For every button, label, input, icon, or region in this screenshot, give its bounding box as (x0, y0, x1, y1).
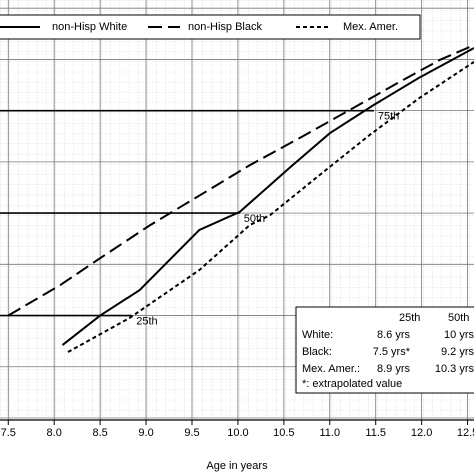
table-cell: White: (302, 329, 333, 341)
x-tick-label: 9.5 (184, 427, 199, 439)
x-axis-label: Age in years (206, 460, 268, 472)
x-tick-label: 8.5 (92, 427, 107, 439)
table-header: 25th (399, 312, 420, 324)
x-tick-label: 7.5 (1, 427, 16, 439)
x-tick-label: 10.0 (227, 427, 248, 439)
x-tick-label: 12.5 (457, 427, 474, 439)
table-box (295, 306, 474, 394)
table-cell: 8.6 yrs (377, 329, 411, 341)
reference-label: 50th (244, 213, 265, 225)
table-cell: 10.3 yrs (435, 363, 474, 375)
x-tick-label: 8.0 (47, 427, 62, 439)
x-tick-label: 10.5 (273, 427, 294, 439)
legend-label: non-Hisp White (52, 21, 127, 33)
legend-label: non-Hisp Black (188, 21, 262, 33)
table-cell: Black: (302, 346, 332, 358)
series-line (67, 61, 474, 353)
table-cell: 8.9 yrs (377, 363, 411, 375)
series-line (61, 47, 474, 346)
legend-label: Mex. Amer. (343, 21, 398, 33)
x-tick-label: 11.0 (319, 427, 340, 439)
table-cell: 10 yrs (444, 329, 474, 341)
table-cell: Mex. Amer.: (302, 363, 360, 375)
reference-label: 75th (378, 111, 399, 123)
table-header: 50th (448, 312, 469, 324)
series-line (7, 44, 474, 317)
reference-label: 25th (136, 315, 157, 327)
x-tick-label: 12.0 (411, 427, 432, 439)
table-note: *: extrapolated value (302, 378, 402, 390)
table-cell: 7.5 yrs* (373, 346, 411, 358)
table-cell: 9.2 yrs (441, 346, 474, 358)
x-tick-label: 11.5 (365, 427, 386, 439)
legend-box (0, 14, 421, 40)
x-tick-label: 9.0 (138, 427, 153, 439)
